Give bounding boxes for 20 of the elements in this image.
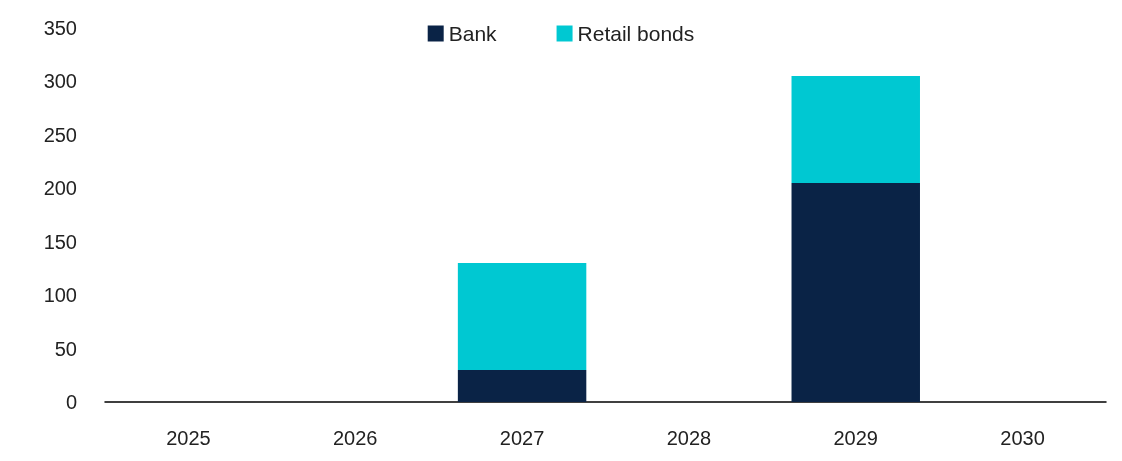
x-tick-label: 2029 [833,427,878,449]
y-tick-label: 0 [65,391,77,413]
y-tick-label: 100 [43,284,77,307]
x-tick-label: 2030 [1000,427,1045,449]
x-tick-label: 2025 [166,427,211,449]
y-tick-label: 50 [54,337,77,360]
x-tick-label: 2026 [333,427,378,449]
y-tick-label: 250 [43,123,77,146]
legend-label: Bank [448,22,498,45]
bar [791,76,920,183]
y-tick-label: 350 [43,17,77,39]
x-tick-label: 2028 [666,427,712,449]
bar [457,369,587,402]
y-tick-label: 200 [43,177,77,200]
bar [791,182,920,402]
x-tick-label: 2027 [499,427,545,449]
y-tick-label: 150 [43,230,77,253]
bar [457,263,587,370]
y-tick-label: 300 [43,70,77,93]
legend-label: Retail bonds [577,22,695,45]
